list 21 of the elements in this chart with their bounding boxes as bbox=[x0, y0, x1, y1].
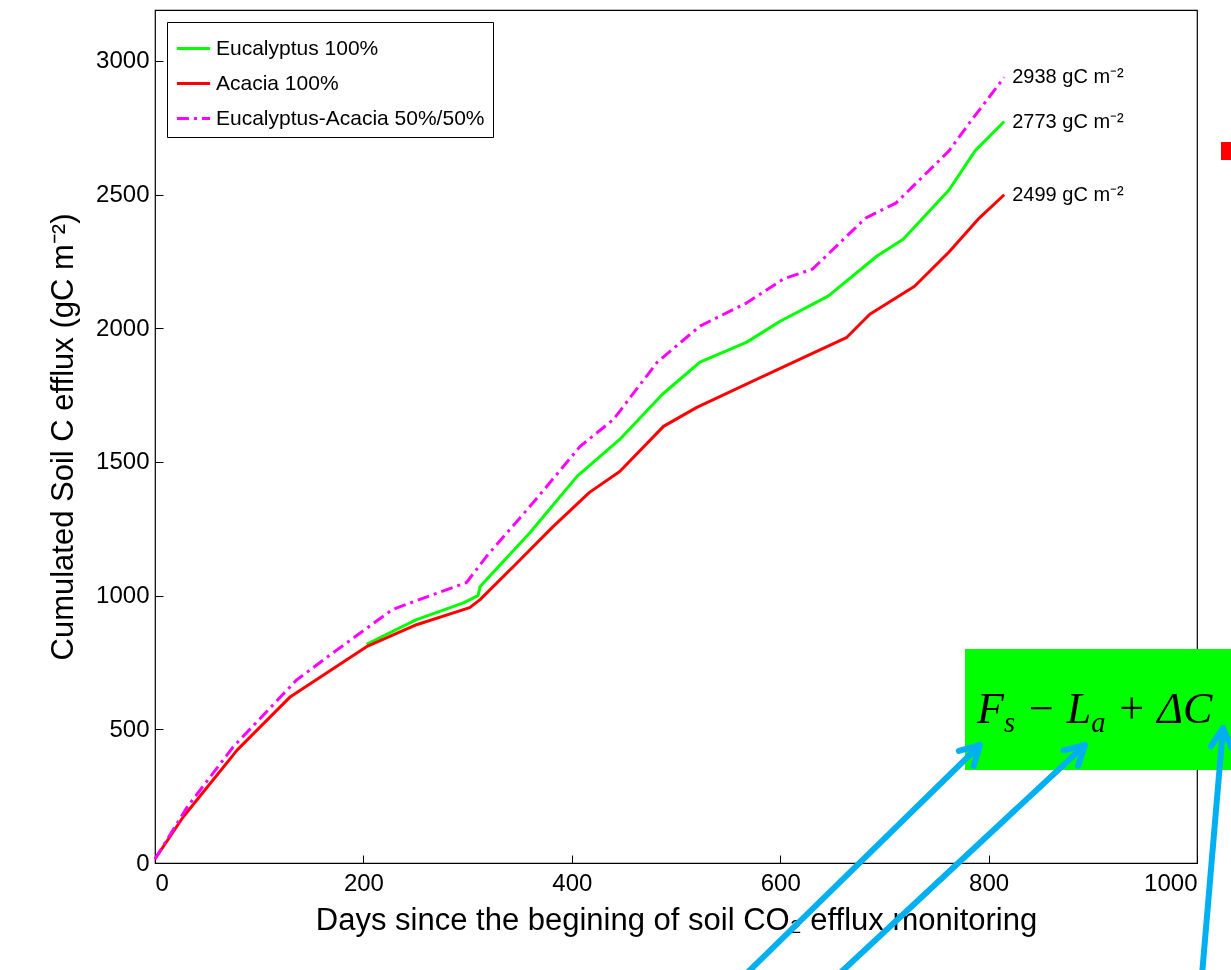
legend-label: Eucalyptus 100% bbox=[216, 35, 379, 59]
data-label: 2773 gC m⁻² bbox=[1012, 109, 1125, 132]
line-series bbox=[153, 75, 1006, 861]
y-tick-label: 500 bbox=[109, 714, 150, 742]
x-tick-label: 1000 bbox=[1144, 868, 1198, 896]
x-tick-label: 200 bbox=[343, 868, 384, 896]
y-tick-label: 2000 bbox=[96, 313, 150, 341]
legend-label: Eucalyptus-Acacia 50%/50% bbox=[216, 105, 485, 129]
y-tick-label: 1500 bbox=[96, 447, 150, 475]
y-tick-label: 1000 bbox=[96, 581, 150, 609]
x-tick-label: 800 bbox=[969, 868, 1010, 896]
x-tick-label: 400 bbox=[552, 868, 593, 896]
x-tick-label: 600 bbox=[760, 868, 801, 896]
data-label: 2938 gC m⁻² bbox=[1012, 65, 1125, 88]
y-tick-label: 3000 bbox=[96, 46, 150, 74]
y-tick-label: 0 bbox=[136, 848, 150, 876]
y-tick-label: 2500 bbox=[96, 180, 150, 207]
y-axis-title: Cumulated Soil C efflux (gC m⁻²) bbox=[45, 213, 81, 661]
x-tick-label: 0 bbox=[155, 868, 169, 896]
legend-label: Acacia 100% bbox=[216, 70, 339, 94]
data-label: 2499 gC m⁻² bbox=[1012, 182, 1125, 205]
